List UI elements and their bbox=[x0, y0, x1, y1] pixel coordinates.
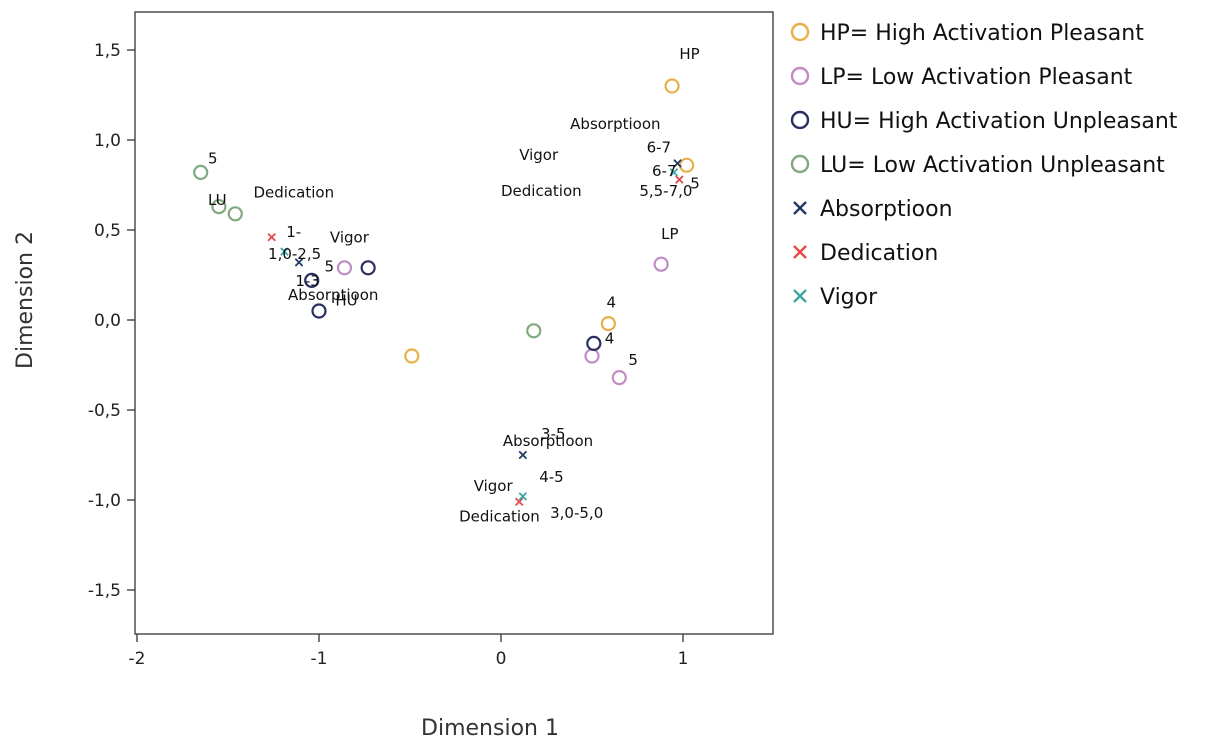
data-point-circle bbox=[193, 164, 209, 180]
point-annotation: HP bbox=[679, 45, 699, 63]
point-annotation: 6-7 bbox=[652, 162, 677, 180]
data-point-circle bbox=[211, 199, 227, 215]
point-annotation: Dedication bbox=[253, 184, 334, 202]
data-point-x bbox=[675, 175, 684, 184]
legend-marker-circle bbox=[790, 154, 810, 174]
legend-marker-circle bbox=[790, 22, 810, 42]
data-point-x bbox=[294, 258, 304, 267]
x-tick-label: 1 bbox=[678, 649, 689, 669]
point-annotation: 3,0-5,0 bbox=[550, 504, 603, 522]
legend-marker-x bbox=[793, 201, 807, 215]
annotations: HPAbsorptioonVigorDedication6-76-755,5-7… bbox=[208, 45, 700, 526]
point-annotation: 5 bbox=[690, 175, 700, 193]
x-tick-label: -1 bbox=[311, 649, 328, 669]
y-tick-label: 0,0 bbox=[94, 311, 121, 331]
data-point-circle bbox=[304, 272, 320, 288]
point-annotation: Absorptioon bbox=[288, 286, 378, 304]
data-point-x bbox=[267, 232, 276, 242]
point-annotation: 4 bbox=[605, 329, 615, 347]
point-annotation: HU bbox=[335, 292, 357, 310]
point-annotation: Vigor bbox=[474, 477, 514, 495]
legend-label: Dedication bbox=[820, 241, 938, 266]
point-annotation: 3-5 bbox=[541, 425, 566, 443]
data-point-x bbox=[514, 497, 524, 507]
point-annotation: 5 bbox=[324, 257, 334, 275]
data-point-circle bbox=[311, 303, 327, 319]
y-tick-label: -1,5 bbox=[88, 581, 121, 601]
point-annotation: Dedication bbox=[459, 508, 540, 526]
point-annotation: Vigor bbox=[519, 146, 559, 164]
data-point-circle bbox=[586, 335, 602, 351]
data-point-x bbox=[518, 492, 528, 501]
data-point-circle bbox=[664, 78, 680, 94]
legend-marker-circle bbox=[790, 66, 810, 86]
legend-marker-circle bbox=[790, 110, 810, 130]
point-annotation: 5 bbox=[628, 351, 638, 369]
legend-marker-x bbox=[793, 245, 807, 259]
point-annotation: 4-5 bbox=[539, 468, 564, 486]
legend-label: Absorptioon bbox=[820, 197, 953, 222]
data-point-circle bbox=[360, 260, 376, 276]
point-annotation: 6-7 bbox=[647, 139, 672, 157]
point-annotation: 4 bbox=[607, 293, 617, 311]
x-tick-label: -2 bbox=[129, 649, 146, 669]
legend-label: HP= High Activation Pleasant bbox=[820, 21, 1144, 46]
data-point-x bbox=[673, 159, 682, 168]
point-annotation: Dedication bbox=[501, 182, 582, 200]
point-annotation: 1,0-2,5 bbox=[268, 245, 321, 263]
data-point-x bbox=[518, 450, 528, 460]
legend-label: Vigor bbox=[820, 285, 878, 310]
point-annotation: Absorptioon bbox=[503, 432, 593, 450]
data-point-circle bbox=[584, 348, 600, 364]
point-annotation: 1- bbox=[286, 223, 301, 241]
data-point-circle bbox=[227, 206, 243, 222]
data-point-circle bbox=[600, 316, 616, 332]
data-point-circle bbox=[653, 256, 669, 272]
legend-label: LP= Low Activation Pleasant bbox=[820, 65, 1133, 90]
point-annotation: 5 bbox=[208, 149, 218, 167]
y-tick-label: 1,5 bbox=[94, 41, 121, 61]
y-tick-label: 0,5 bbox=[94, 221, 121, 241]
legend-label: HU= High Activation Unpleasant bbox=[820, 109, 1178, 134]
x-axis-title: Dimension 1 bbox=[421, 716, 559, 739]
legend: HP= High Activation Pleasant LP= Low Acti… bbox=[790, 21, 1178, 310]
point-annotation: Absorptioon bbox=[570, 115, 660, 133]
y-tick-label: -1,0 bbox=[88, 491, 121, 511]
x-axis: -2 -1 0 1 bbox=[129, 634, 689, 669]
x-tick-label: 0 bbox=[496, 649, 507, 669]
data-point-x bbox=[669, 168, 679, 177]
y-axis-title: Dimension 2 bbox=[13, 231, 38, 369]
point-annotation: 1-3 bbox=[295, 272, 320, 290]
data-point-circle bbox=[611, 370, 627, 386]
data-point-circle bbox=[336, 260, 353, 276]
point-annotation: LU bbox=[208, 191, 227, 209]
data-point-circle bbox=[679, 157, 695, 173]
point-annotation: 5,5-7,0 bbox=[639, 182, 692, 200]
data-points bbox=[193, 78, 695, 507]
data-point-circle bbox=[526, 323, 542, 339]
y-axis: 1,5 1,0 0,5 0,0 -0,5 -1,0 -1,5 bbox=[88, 41, 135, 601]
plot-frame bbox=[134, 11, 774, 635]
y-tick-label: 1,0 bbox=[94, 131, 121, 151]
point-annotation: Vigor bbox=[330, 229, 370, 247]
data-point-x bbox=[280, 247, 289, 256]
legend-label: LU= Low Activation Unpleasant bbox=[820, 153, 1165, 178]
point-annotation: LP bbox=[661, 225, 678, 243]
data-point-circle bbox=[404, 348, 420, 364]
y-tick-label: -0,5 bbox=[88, 401, 121, 421]
legend-marker-x bbox=[793, 289, 807, 303]
